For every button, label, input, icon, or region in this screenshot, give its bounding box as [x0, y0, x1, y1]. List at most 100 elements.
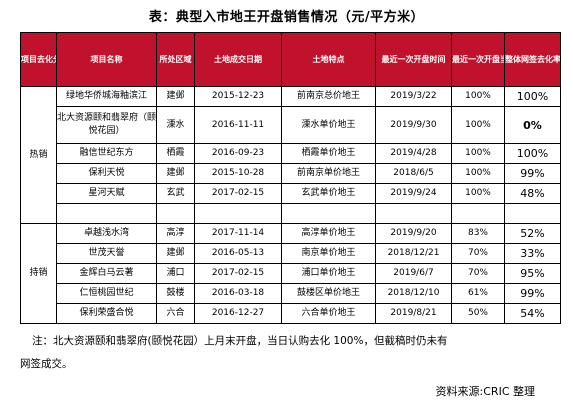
project-name-cell: 世茂天誉: [56, 243, 157, 264]
feature-cell: 浦口单价地王: [281, 263, 376, 284]
open-date-cell: 2019/8/21: [375, 303, 452, 324]
first-rate-cell: 50%: [451, 303, 505, 324]
table-row: 保利天悦 建邺 2015-10-28 前南京单价地王 2018/6/5 100%…: [21, 163, 561, 184]
project-name-cell: 保利荣盛合悦: [56, 303, 157, 324]
overall-rate-cell: 99%: [504, 283, 561, 304]
table-row: 热销 绿地华侨城海釉滨江 建邺 2015-12-23 前南京总价地王 2019/…: [20, 86, 561, 224]
blank-cell: [194, 203, 282, 224]
land-date-cell: 2017-11-14: [194, 223, 282, 244]
district-cell: 溧水: [156, 106, 195, 144]
header-land-feature: 土地特点: [281, 32, 376, 87]
source-credit: 资料来源:CRIC 整理: [435, 385, 535, 398]
land-date-cell: 2015-12-23: [194, 86, 282, 107]
header-district: 所处区域: [156, 32, 195, 87]
first-rate-cell: 61%: [451, 283, 505, 304]
first-rate-cell: 100%: [451, 106, 505, 144]
header-overall-rate: 整体网签去化率: [504, 32, 561, 87]
land-date-cell: 2017-02-15: [194, 183, 282, 204]
project-name-cell: 仁恒桃园世纪: [56, 283, 157, 304]
feature-cell: 六合单价地王: [281, 303, 376, 324]
open-date-cell: 2019/4/28: [375, 143, 452, 164]
feature-cell: 栖霞单价地王: [281, 143, 376, 164]
project-name-cell: 绿地华侨城海釉滨江: [56, 86, 157, 107]
blank-cell: [281, 203, 376, 224]
first-rate-cell: 70%: [451, 243, 505, 264]
district-cell: 玄武: [156, 183, 195, 204]
overall-rate-cell: 33%: [504, 243, 561, 264]
overall-rate-cell: 48%: [504, 183, 561, 204]
table-row: 持销 卓越浅水湾 高淳 2017-11-14 高淳单价地王 2019/9/20 …: [20, 223, 561, 324]
overall-rate-cell: 95%: [504, 263, 561, 284]
feature-cell: 玄武单价地王: [281, 183, 376, 204]
land-date-cell: 2015-10-28: [194, 163, 282, 184]
feature-cell: 前南京单价地王: [281, 163, 376, 184]
project-name-cell: 保利天悦: [56, 163, 157, 184]
footnote-line-1: 注：北大资源颐和翡翠府(颐悦花园）上月末开盘，当日认购去化 100%，但截稿时仍…: [32, 335, 448, 347]
open-date-cell: 2019/6/7: [375, 263, 452, 284]
first-rate-cell: 100%: [451, 163, 505, 184]
table-row: 星河天赋 玄武 2017-02-15 玄武单价地王 2019/9/24 100%…: [21, 183, 561, 204]
blank-cell: [451, 203, 505, 224]
first-rate-cell: 83%: [451, 223, 505, 244]
open-date-cell: 2018/6/5: [375, 163, 452, 184]
district-cell: 高淳: [156, 223, 195, 244]
header-category: 项目去化分类: [20, 32, 57, 87]
category-cell-steady: 持销: [20, 223, 57, 324]
open-date-cell: 2019/9/24: [375, 183, 452, 204]
overall-rate-cell: 100%: [504, 143, 561, 164]
overall-rate-cell: 0%: [504, 106, 561, 144]
feature-cell: 高淳单价地王: [281, 223, 376, 244]
header-open-date: 最近一次开盘时间: [375, 32, 452, 87]
header-row: 项目去化分类 项目名称 所处区域 土地成交日期 土地特点 最近一次开盘时间 最近…: [20, 32, 561, 87]
district-cell: 建邺: [156, 243, 195, 264]
table-title: 表：典型入市地王开盘销售情况（元/平方米）: [148, 10, 425, 25]
blank-cell: [156, 203, 195, 224]
footnote: 注：北大资源颐和翡翠府(颐悦花园）上月末开盘，当日认购去化 100%，但截稿时仍…: [20, 330, 560, 376]
table-row: 北大资源颐和翡翠府（颐悦花园） 溧水 2016-11-11 溧水单价地王 201…: [21, 106, 561, 144]
first-rate-cell: 100%: [451, 143, 505, 164]
table-row-blank: [21, 203, 561, 224]
open-date-cell: 2018/12/21: [375, 243, 452, 264]
category-cell-hot: 热销: [20, 86, 57, 224]
feature-cell: 鼓楼区单价地王: [281, 283, 376, 304]
table-row: 保利荣盛合悦 六合 2016-12-27 六合单价地王 2019/8/21 50…: [21, 303, 561, 324]
overall-rate-cell: 52%: [504, 223, 561, 244]
land-date-cell: 2017-02-15: [194, 263, 282, 284]
footnote-line-2: 网签成交。: [20, 358, 73, 370]
first-rate-cell: 70%: [451, 263, 505, 284]
overall-rate-cell: 100%: [504, 86, 561, 107]
first-rate-cell: 100%: [451, 86, 505, 107]
feature-cell: 南京单价地王: [281, 243, 376, 264]
land-date-cell: 2016-11-11: [194, 106, 282, 144]
header-land-date: 土地成交日期: [194, 32, 282, 87]
project-name-cell: 融信世纪东方: [56, 143, 157, 164]
open-date-cell: 2019/9/30: [375, 106, 452, 144]
table-row: 仁恒桃园世纪 鼓楼 2016-03-18 鼓楼区单价地王 2018/12/10 …: [21, 283, 561, 304]
blank-cell: [504, 203, 561, 224]
table-row: 融信世纪东方 栖霞 2016-09-23 栖霞单价地王 2019/4/28 10…: [21, 143, 561, 164]
sales-table: 项目去化分类 项目名称 所处区域 土地成交日期 土地特点 最近一次开盘时间 最近…: [20, 32, 561, 324]
header-project-name: 项目名称: [56, 32, 157, 87]
project-name-cell: 卓越浅水湾: [56, 223, 157, 244]
blank-cell: [375, 203, 452, 224]
feature-cell: 前南京总价地王: [281, 86, 376, 107]
district-cell: 浦口: [156, 263, 195, 284]
feature-cell: 溧水单价地王: [281, 106, 376, 144]
district-cell: 鼓楼: [156, 283, 195, 304]
table-row: 世茂天誉 建邺 2016-05-13 南京单价地王 2018/12/21 70%…: [21, 243, 561, 264]
project-name-cell: 北大资源颐和翡翠府（颐悦花园）: [56, 106, 157, 144]
open-date-cell: 2019/3/22: [375, 86, 452, 107]
district-cell: 建邺: [156, 163, 195, 184]
open-date-cell: 2019/9/20: [375, 223, 452, 244]
overall-rate-cell: 99%: [504, 163, 561, 184]
land-date-cell: 2016-09-23: [194, 143, 282, 164]
blank-cell: [56, 203, 157, 224]
table-row: 金辉白马云著 浦口 2017-02-15 浦口单价地王 2019/6/7 70%…: [21, 263, 561, 284]
district-cell: 六合: [156, 303, 195, 324]
land-date-cell: 2016-12-27: [194, 303, 282, 324]
project-name-cell: 金辉白马云著: [56, 263, 157, 284]
district-cell: 栖霞: [156, 143, 195, 164]
land-date-cell: 2016-03-18: [194, 283, 282, 304]
first-rate-cell: 100%: [451, 183, 505, 204]
header-first-day-rate: 最近一次开盘当日认购去化率: [451, 32, 505, 87]
